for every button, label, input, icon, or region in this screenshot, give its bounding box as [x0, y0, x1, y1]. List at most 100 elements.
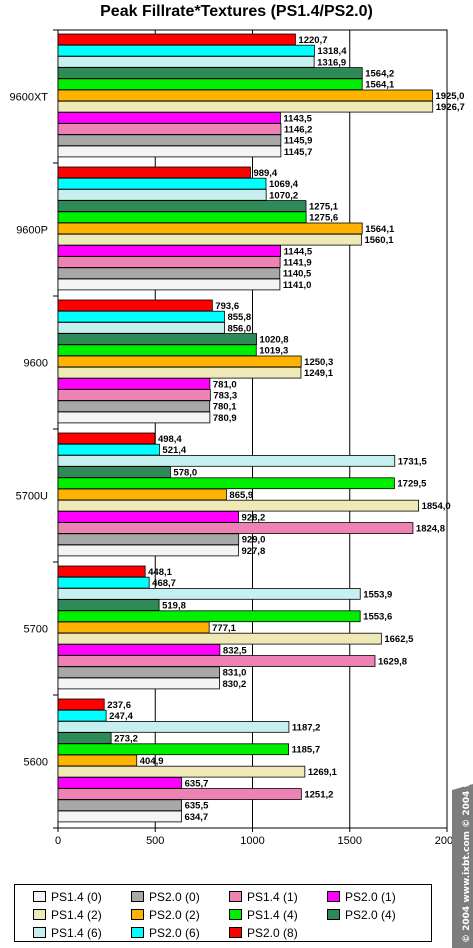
- bar: [57, 454, 396, 467]
- data-label: 1019,3: [259, 346, 288, 357]
- bar: [57, 443, 160, 456]
- data-label: 777,1: [212, 623, 236, 634]
- data-label: 1662,5: [384, 634, 414, 645]
- data-label: 1854,0: [422, 501, 451, 512]
- data-label: 781,0: [213, 379, 237, 390]
- data-label: 927,8: [241, 546, 265, 557]
- bar: [57, 632, 382, 645]
- data-label: 793,6: [215, 301, 239, 312]
- bar: [57, 810, 182, 823]
- data-label: 832,5: [223, 645, 247, 656]
- data-label: 1560,1: [364, 235, 394, 246]
- bar: [57, 244, 282, 257]
- data-label: 1824,8: [416, 524, 445, 535]
- data-label: 237,6: [107, 700, 131, 711]
- data-label: 1187,2: [292, 722, 321, 733]
- data-label: 1220,7: [298, 35, 327, 46]
- legend-item: PS1.4 (4): [229, 907, 327, 922]
- bar: [57, 477, 395, 490]
- data-label: 635,7: [185, 778, 209, 789]
- bar: [57, 188, 267, 201]
- bar: [57, 112, 281, 124]
- data-label: 1925,0: [435, 91, 464, 102]
- data-label: 1146,2: [284, 125, 313, 136]
- category-label: 9600P: [16, 225, 48, 237]
- bar: [57, 145, 282, 158]
- legend-item: PS1.4 (0): [33, 889, 131, 904]
- data-label: 989,4: [253, 168, 277, 179]
- data-label: 1318,4: [317, 46, 347, 57]
- data-label: 404,9: [140, 756, 164, 767]
- legend-label: PS1.4 (6): [51, 925, 102, 940]
- legend-item: PS1.4 (2): [33, 907, 131, 922]
- bar: [57, 299, 213, 312]
- data-label: 1316,9: [317, 57, 346, 68]
- x-tick-label: 1500: [338, 835, 362, 847]
- bar: [57, 544, 239, 557]
- legend-swatch: [33, 909, 46, 920]
- bar: [57, 355, 302, 368]
- data-label: 1141,9: [283, 258, 312, 269]
- bar: [57, 698, 105, 711]
- bar: [57, 721, 290, 733]
- bar: [57, 33, 296, 46]
- legend-item: PS2.0 (4): [327, 907, 425, 922]
- legend-label: PS2.0 (4): [345, 907, 396, 922]
- bar: [57, 377, 211, 390]
- data-label: 780,1: [213, 402, 237, 413]
- bar: [57, 222, 363, 235]
- data-label: 929,0: [242, 535, 266, 546]
- bar: [57, 166, 251, 179]
- bar: [57, 411, 211, 424]
- bar: [57, 44, 315, 57]
- watermark-cap: [452, 784, 473, 790]
- legend-label: PS1.4 (0): [51, 889, 102, 904]
- legend-item: PS2.0 (2): [131, 907, 229, 922]
- legend-swatch: [131, 927, 144, 938]
- bar: [57, 522, 414, 534]
- legend-label: PS1.4 (1): [247, 889, 298, 904]
- legend-item: PS1.4 (6): [33, 925, 131, 940]
- bar: [57, 56, 315, 68]
- legend-item: PS1.4 (1): [229, 889, 327, 904]
- bar: [57, 432, 156, 445]
- data-label: 521,4: [162, 445, 186, 456]
- bar: [57, 576, 150, 589]
- legend-swatch: [229, 909, 242, 920]
- chart-legend: PS1.4 (0) PS2.0 (0) PS1.4 (1) PS2.0 (1) PS1.…: [14, 884, 432, 942]
- bar: [57, 732, 112, 744]
- legend-item: PS2.0 (6): [131, 925, 229, 940]
- bar: [57, 321, 225, 334]
- bar: [57, 123, 282, 135]
- bar: [57, 233, 362, 246]
- data-label: 1629,8: [378, 657, 407, 668]
- category-label: 9600XT: [9, 92, 48, 104]
- data-label: 635,5: [185, 801, 209, 812]
- data-label: 1926,7: [436, 102, 465, 113]
- data-label: 855,8: [227, 312, 251, 323]
- legend-swatch: [229, 891, 242, 902]
- data-label: 1185,7: [292, 745, 321, 756]
- data-label: 928,2: [242, 512, 266, 523]
- data-label: 1249,1: [304, 368, 334, 379]
- bar: [57, 389, 211, 401]
- bar: [57, 709, 107, 722]
- bar: [57, 211, 307, 224]
- data-label: 273,2: [114, 734, 138, 745]
- data-label: 1141,0: [283, 280, 312, 291]
- data-label: 519,8: [162, 601, 186, 612]
- bar: [57, 621, 210, 634]
- data-label: 1145,9: [284, 136, 313, 147]
- bar: [57, 788, 302, 800]
- bar: [57, 89, 433, 102]
- data-label: 1070,2: [269, 190, 298, 201]
- data-label: 1275,1: [309, 202, 339, 213]
- data-label: 1251,2: [304, 790, 333, 801]
- bar: [57, 799, 183, 812]
- bar: [57, 400, 211, 413]
- data-label: 468,7: [152, 578, 176, 589]
- data-label: 856,0: [227, 323, 251, 334]
- bar: [57, 677, 220, 690]
- legend-label: PS1.4 (4): [247, 907, 298, 922]
